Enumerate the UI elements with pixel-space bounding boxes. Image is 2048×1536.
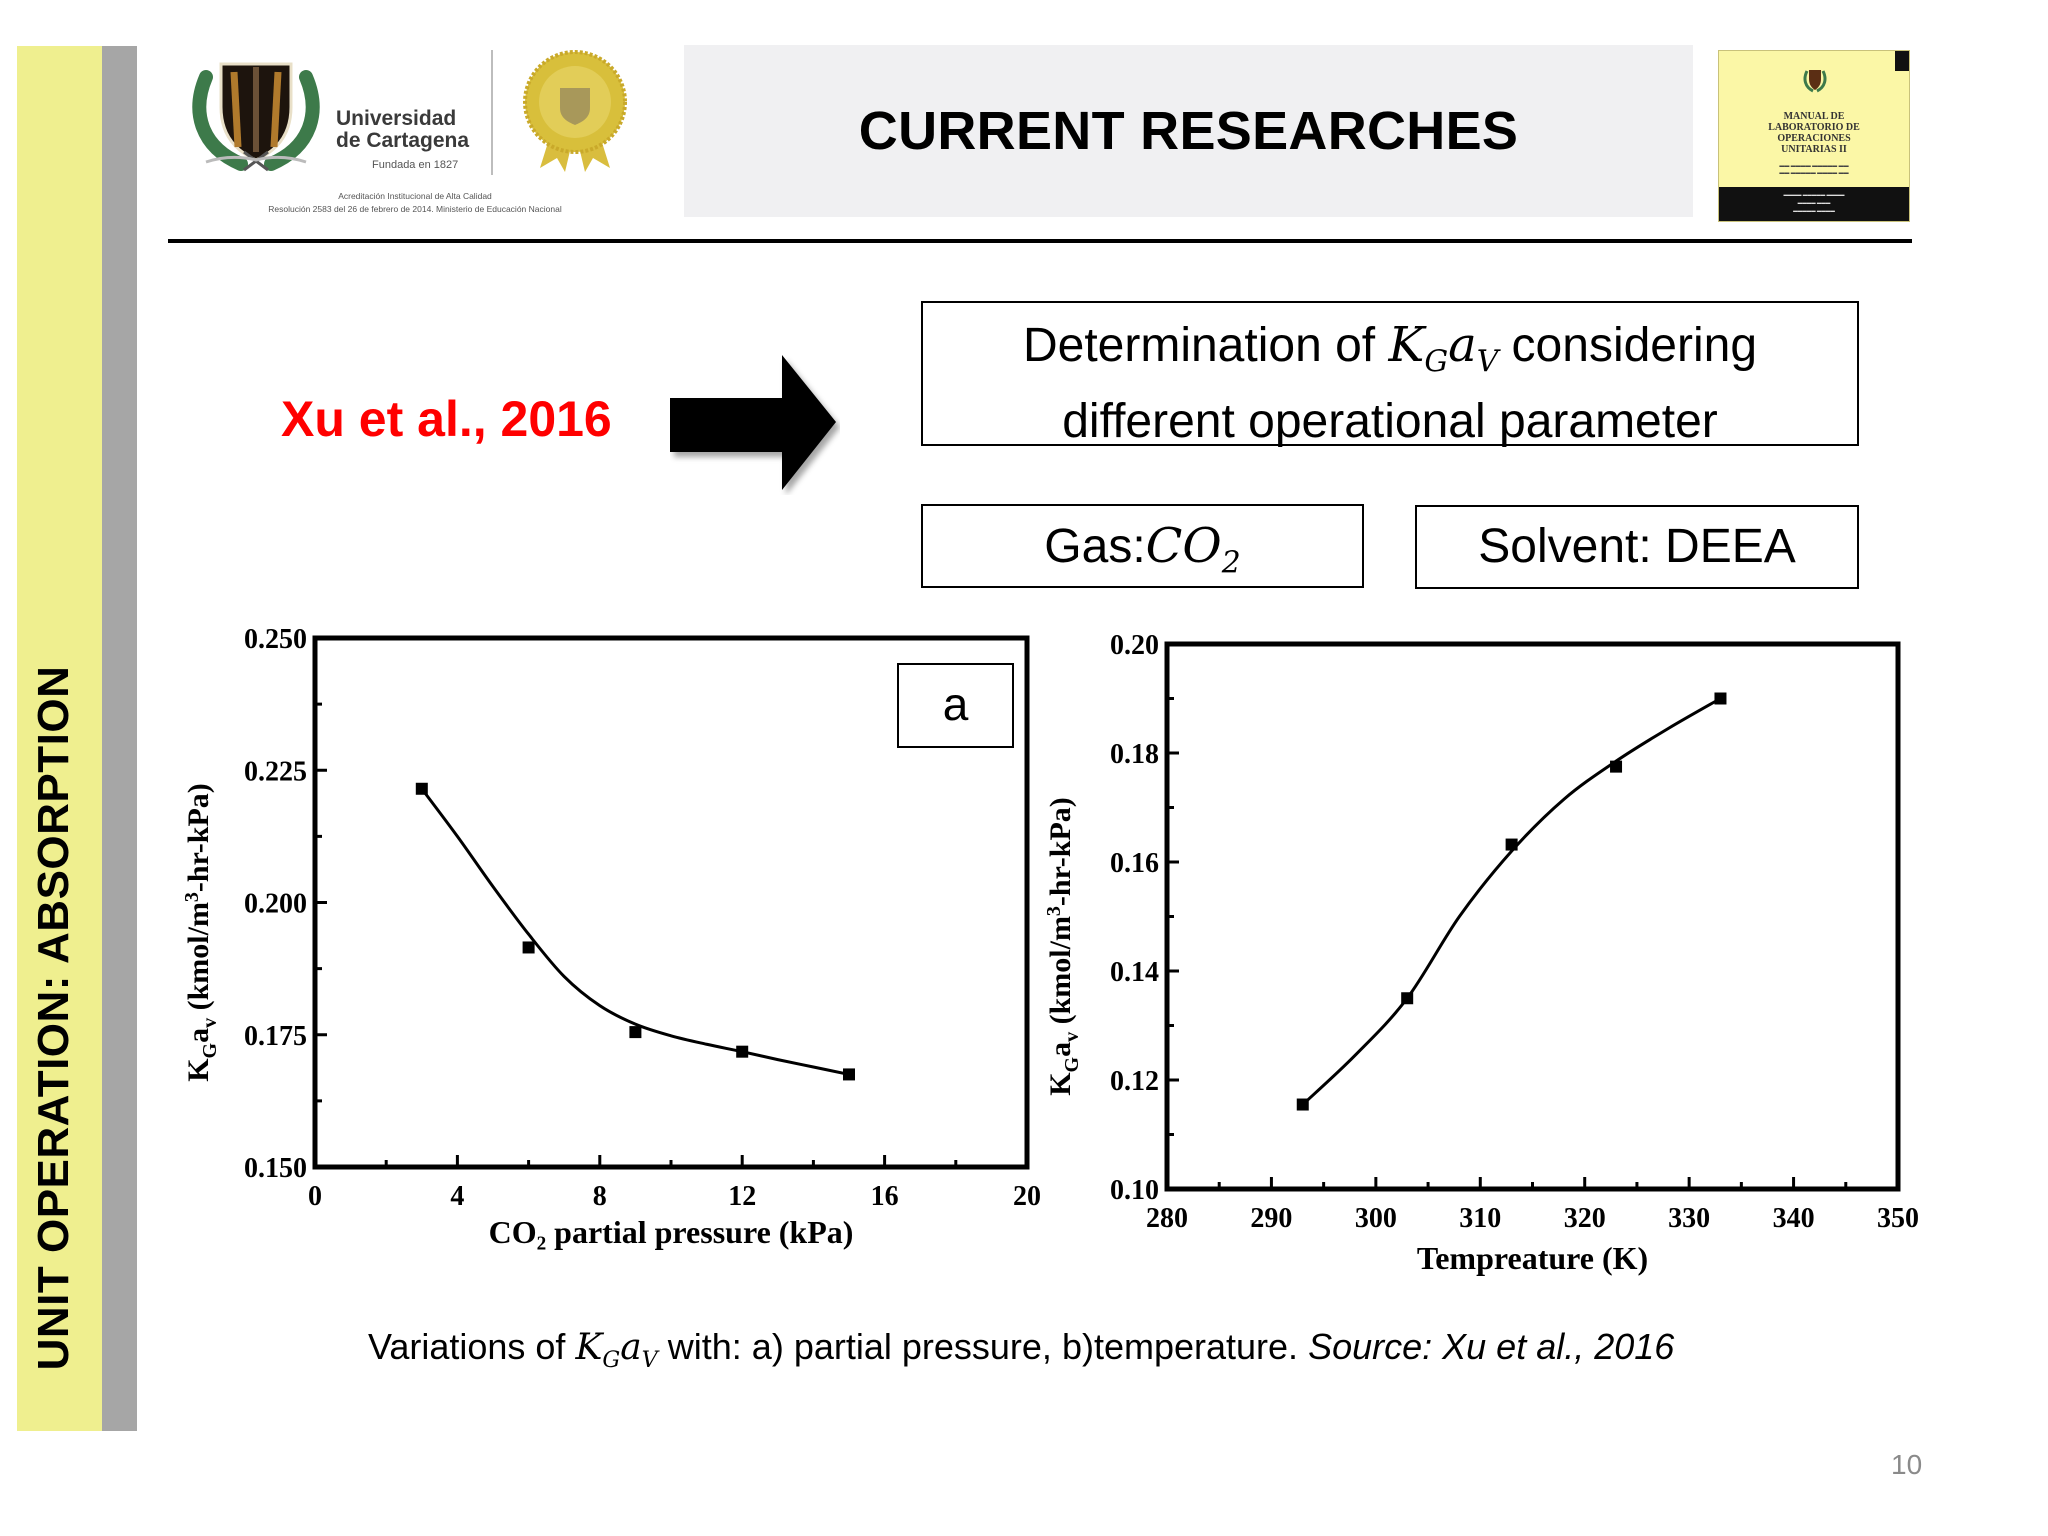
fit-curve: [420, 787, 850, 1076]
sidebar-yellow-band: [17, 46, 102, 1431]
accreditation-text: Acreditación Institucional de Alta Calid…: [215, 190, 615, 216]
x-tick-label: 0: [308, 1181, 322, 1212]
data-point-marker: [1610, 760, 1623, 773]
y-axis-label: KGav (kmol/m3-hr-kPa): [181, 783, 221, 1082]
gas-formula-subscript: 2: [1221, 545, 1241, 581]
university-name: Universidad de Cartagena: [336, 108, 469, 152]
data-point-marker: [522, 941, 535, 954]
reference-citation: Xu et al., 2016: [281, 391, 612, 447]
accreditation-seal-icon: [523, 50, 627, 172]
objective-suffix: considering: [1498, 319, 1758, 372]
y-tick-label: 0.10: [1110, 1175, 1159, 1206]
y-tick-label: 0.16: [1110, 848, 1159, 879]
a-subscript: V: [1476, 344, 1499, 380]
kga-symbol: KGaV: [1388, 317, 1498, 379]
y-tick-label: 0.14: [1110, 957, 1159, 988]
gas-formula: CO2: [1145, 518, 1241, 580]
x-axis-label: Tempreature (K): [1417, 1240, 1648, 1276]
caption-prefix: Variations of: [368, 1326, 576, 1367]
title-bar: CURRENT RESEARCHES: [684, 45, 1693, 217]
y-axis-label: KGav (kmol/m3-hr-kPa): [1043, 797, 1083, 1096]
university-crest-icon: [192, 62, 320, 172]
book-title-line: UNITARIAS II: [1781, 144, 1847, 155]
university-name-line2: de Cartagena: [336, 129, 470, 152]
x-tick-label: 350: [1877, 1203, 1919, 1234]
data-point-marker: [629, 1026, 642, 1039]
university-name-line1: Universidad: [336, 107, 457, 130]
objective-box: Determination of KGaV considering differ…: [921, 301, 1859, 448]
book-title-line: LABORATORIO DE: [1768, 122, 1860, 133]
data-point-marker: [843, 1068, 855, 1081]
data-point-marker: [736, 1045, 749, 1058]
book-cover-thumbnail: MANUAL DE LABORATORIO DE OPERACIONES UNI…: [1718, 50, 1910, 222]
chart-partial-pressure: 0 4 8 12 16 20 0.150 0.175 0.200 0.225 0.250 CO₂ pa…: [181, 624, 1041, 1250]
page-number: 10: [1891, 1449, 1923, 1480]
k-subscript: G: [602, 1346, 621, 1373]
y-tick-label: 0.12: [1110, 1066, 1159, 1097]
data-point-marker: [1296, 1098, 1309, 1111]
figure-caption: Variations of KGaV with: a) partial pres…: [368, 1326, 1674, 1373]
a-subscript: V: [641, 1346, 658, 1373]
book-authors: ▬▬ ▬▬▬▬ ▬▬▬▬▬ ▬▬ ▬▬ ▬▬▬▬▬ ▬▬▬▬ ▬▬: [1779, 163, 1849, 176]
data-point-marker: [1401, 992, 1414, 1005]
objective-line2: different operational parameter: [1062, 395, 1718, 449]
solvent-box: Solvent: DEEA: [1415, 505, 1859, 589]
gas-label: Gas:: [1044, 520, 1146, 573]
caption-source: Source: Xu et al., 2016: [1308, 1326, 1675, 1367]
plot-frame: [1164, 641, 1901, 1192]
sidebar-gray-band: [102, 46, 137, 1431]
x-tick-label: 320: [1564, 1203, 1606, 1234]
book-tab: [1895, 51, 1909, 71]
y-tick-label: 0.150: [244, 1153, 307, 1184]
panel-label-a: a: [897, 663, 1014, 748]
accreditation-line1: Acreditación Institucional de Alta Calid…: [338, 191, 492, 201]
y-tick-label: 0.18: [1110, 739, 1159, 770]
header-rule: [168, 239, 1912, 243]
x-tick-label: 280: [1146, 1203, 1188, 1234]
y-tick-label: 0.175: [244, 1021, 307, 1052]
objective-prefix: Determination of: [1022, 319, 1389, 372]
accreditation-line2: Resolución 2583 del 26 de febrero de 201…: [268, 204, 562, 214]
gas-box: Gas:CO2: [921, 504, 1364, 588]
x-tick-label: 330: [1668, 1203, 1710, 1234]
x-tick-label: 12: [728, 1181, 756, 1212]
data-point-marker: [415, 782, 428, 795]
a-symbol: a: [1448, 317, 1477, 373]
book-title: MANUAL DE LABORATORIO DE OPERACIONES UNI…: [1719, 111, 1909, 155]
x-tick-label: 300: [1355, 1203, 1397, 1234]
sidebar-section-label: UNIT OPERATION: ABSORPTION: [29, 665, 78, 1371]
a-symbol: a: [620, 1327, 642, 1368]
x-tick-label: 310: [1459, 1203, 1501, 1234]
data-point-marker: [1714, 692, 1727, 705]
logo-divider: [491, 50, 493, 175]
k-subscript: G: [1424, 344, 1449, 380]
k-symbol: K: [1388, 317, 1425, 373]
k-symbol: K: [575, 1327, 603, 1368]
book-title-line: OPERACIONES: [1777, 133, 1851, 144]
x-tick-label: 4: [450, 1181, 464, 1212]
caption-kga-symbol: KGaV: [575, 1327, 657, 1373]
objective-line1: Determination of KGaV considering: [923, 315, 1857, 392]
x-tick-label: 340: [1773, 1203, 1815, 1234]
data-point-marker: [1505, 838, 1518, 851]
fit-curve: [1301, 697, 1722, 1106]
x-tick-label: 20: [1013, 1181, 1041, 1212]
y-tick-label: 0.200: [244, 889, 307, 920]
right-arrow-icon: [670, 355, 836, 490]
chart-temperature: 280 290 300 310 320 330 340 350 0.10 0.12 0.14 0.16…: [1043, 630, 1919, 1276]
x-axis-label: CO₂ partial pressure (kPa): [489, 1214, 854, 1250]
x-tick-label: 290: [1250, 1203, 1292, 1234]
page-title: CURRENT RESEARCHES: [858, 101, 1519, 161]
book-crest-icon: [1803, 70, 1827, 93]
book-footer: ▬▬▬▬ ▬▬▬▬▬ ▬▬▬▬ ▬▬▬▬ ▬▬▬ ▬▬▬▬▬ ▬▬▬▬: [1719, 187, 1909, 221]
y-tick-label: 0.250: [244, 624, 307, 655]
gas-formula-base: CO: [1145, 518, 1222, 574]
caption-middle: with: a) partial pressure, b)temperature…: [657, 1326, 1309, 1367]
x-tick-label: 8: [593, 1181, 607, 1212]
book-title-line: MANUAL DE: [1783, 111, 1845, 122]
y-tick-label: 0.225: [244, 756, 307, 787]
y-tick-label: 0.20: [1110, 630, 1159, 661]
x-tick-label: 16: [871, 1181, 899, 1212]
university-founded: Fundada en 1827: [372, 159, 459, 171]
